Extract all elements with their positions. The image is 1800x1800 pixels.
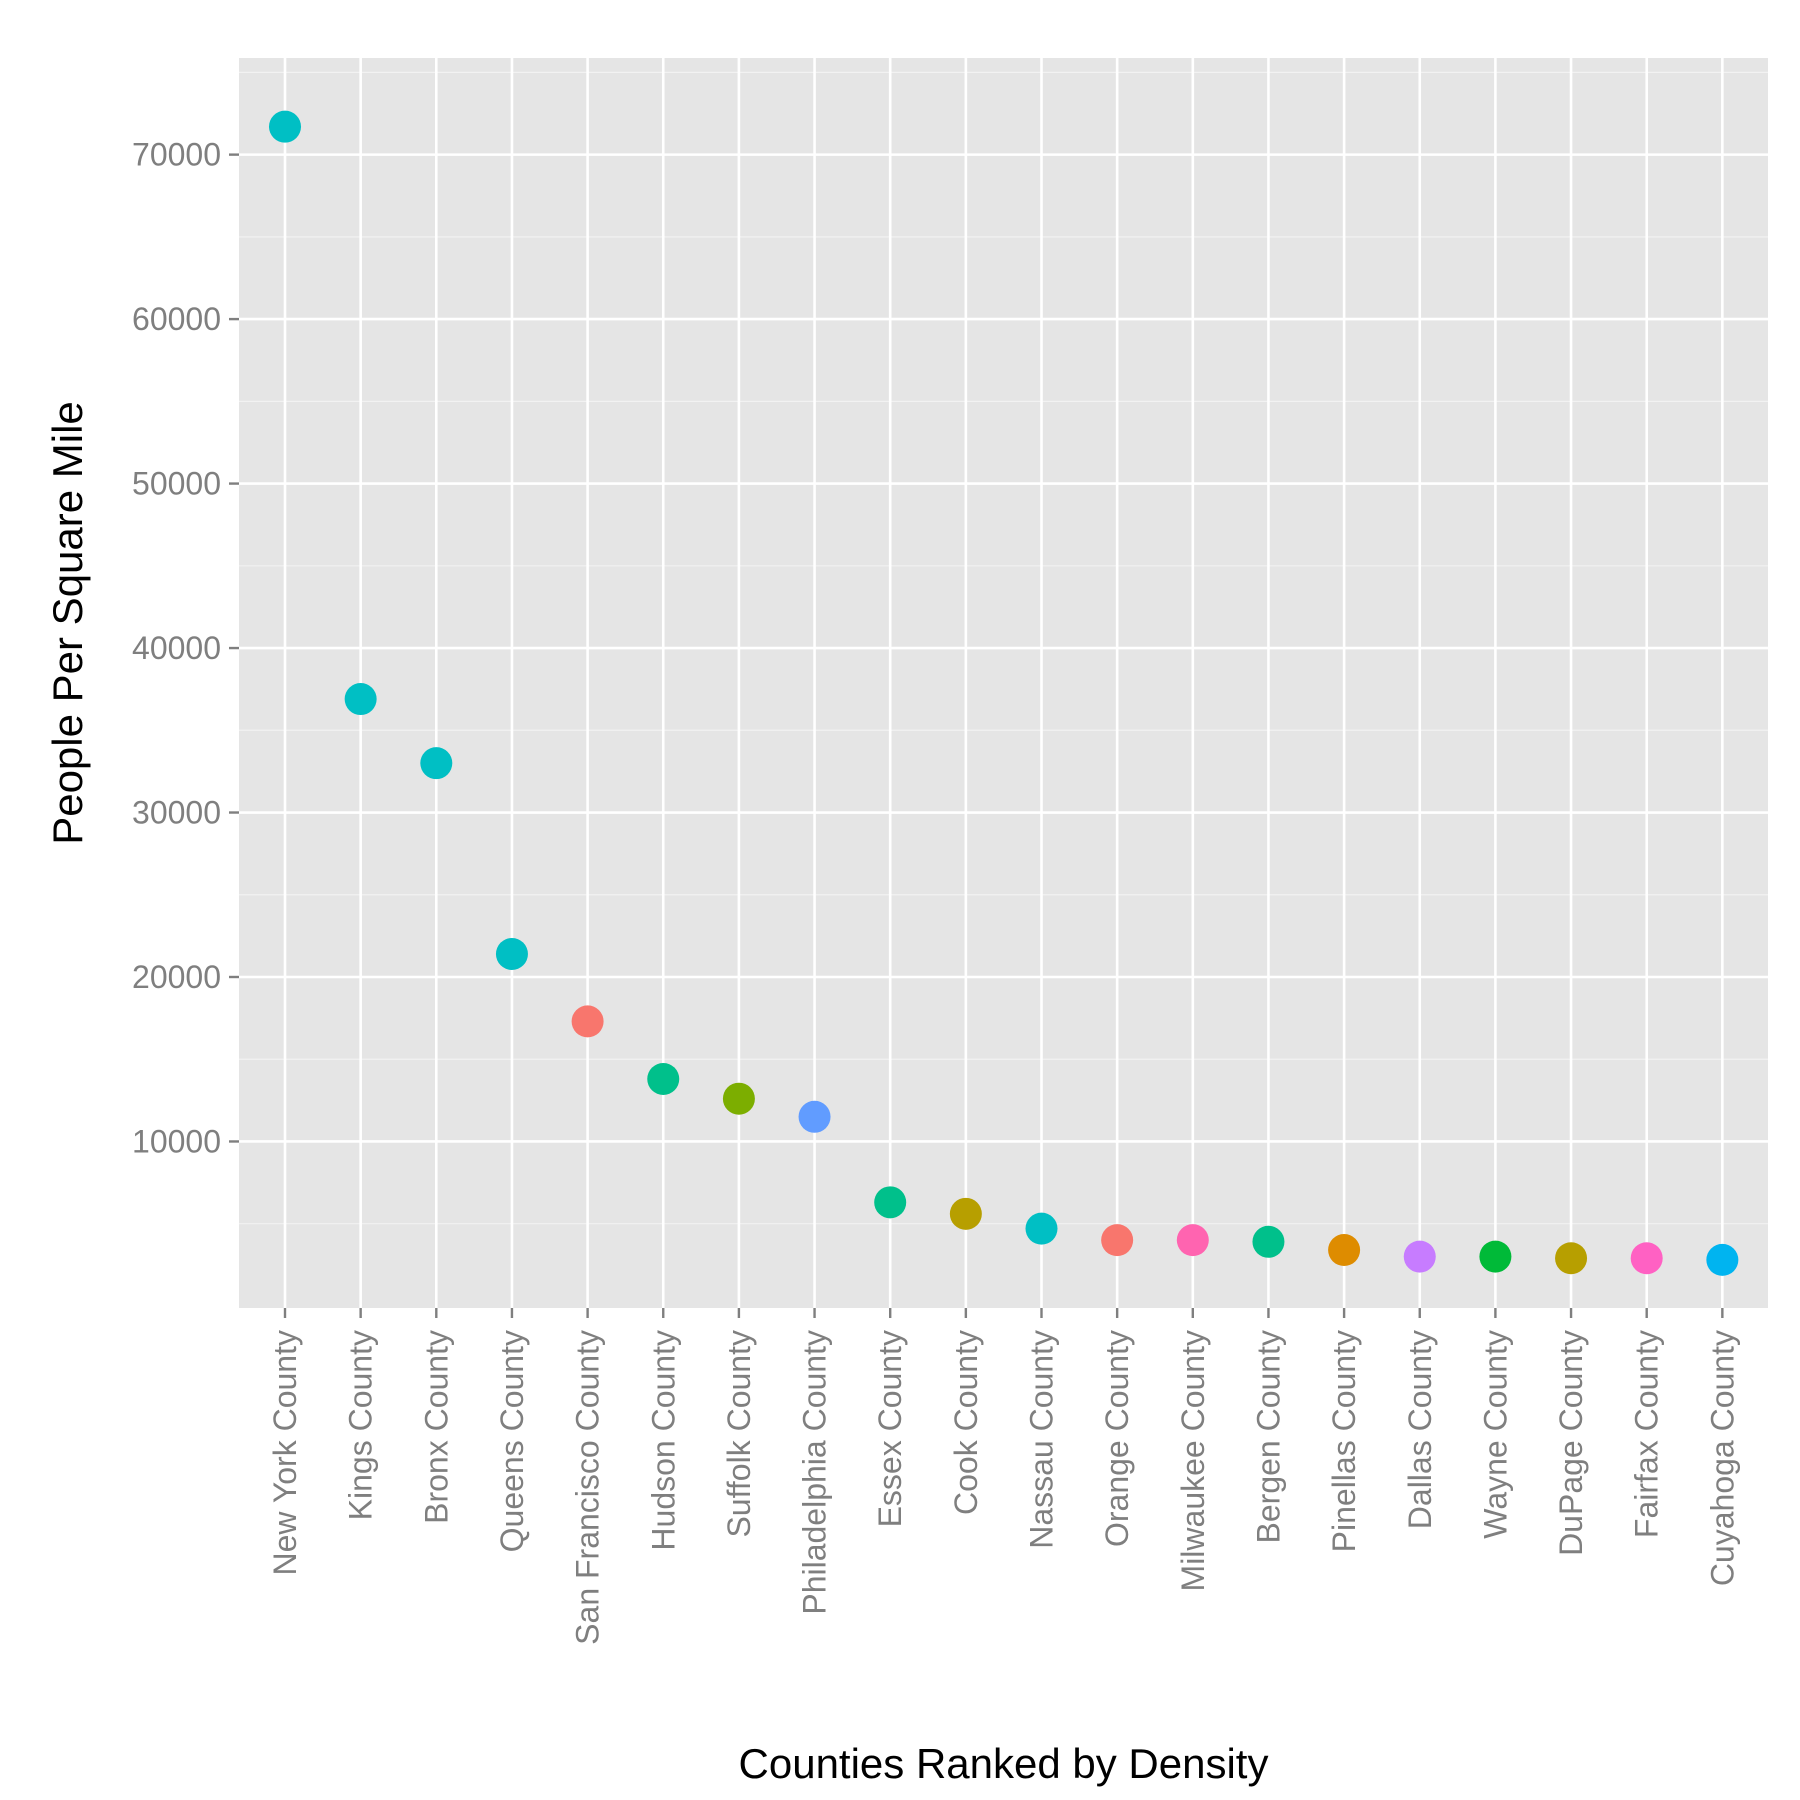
- x-tick-label: Nassau County: [1024, 1330, 1060, 1549]
- x-tick-label: DuPage County: [1553, 1330, 1589, 1556]
- x-tick-label: Kings County: [343, 1330, 379, 1520]
- x-tick-label: Queens County: [494, 1330, 530, 1552]
- x-axis-title: Counties Ranked by Density: [739, 1740, 1269, 1787]
- data-point: [420, 747, 453, 780]
- x-tick-label: Dallas County: [1402, 1330, 1438, 1529]
- data-point: [949, 1197, 982, 1230]
- x-tick-label: Wayne County: [1477, 1330, 1513, 1539]
- data-points: [269, 110, 1739, 1276]
- x-tick-label: Bergen County: [1250, 1330, 1286, 1543]
- x-tick-label: Hudson County: [645, 1330, 681, 1551]
- data-point: [1479, 1240, 1512, 1273]
- x-tick-label: Pinellas County: [1326, 1330, 1362, 1552]
- data-point: [874, 1186, 907, 1219]
- x-tick-label: Milwaukee County: [1175, 1330, 1211, 1591]
- x-tick-label: San Francisco County: [570, 1330, 606, 1645]
- data-point: [647, 1062, 680, 1095]
- x-tick-label: Suffolk County: [721, 1330, 757, 1538]
- y-tick-label: 20000: [132, 959, 221, 995]
- data-point: [1555, 1242, 1588, 1275]
- data-point: [1025, 1212, 1058, 1245]
- data-point: [1176, 1224, 1209, 1257]
- data-point: [269, 110, 301, 143]
- x-tick-label: Cuyahoga County: [1704, 1330, 1740, 1586]
- data-point: [722, 1082, 755, 1115]
- y-tick-label: 50000: [132, 466, 221, 502]
- data-point: [1252, 1225, 1285, 1258]
- x-tick-label: New York County: [267, 1330, 303, 1575]
- data-point: [344, 683, 377, 716]
- y-axis: 10000 20000 30000 40000 50000 60000 70000: [132, 137, 239, 1159]
- data-point: [1403, 1240, 1436, 1273]
- data-point: [798, 1100, 831, 1133]
- data-point: [1706, 1243, 1739, 1276]
- y-tick-label: 10000: [132, 1123, 221, 1159]
- data-point: [1101, 1224, 1134, 1257]
- x-tick-label: Orange County: [1099, 1330, 1135, 1547]
- data-point: [571, 1005, 604, 1038]
- x-tick-label: Fairfax County: [1629, 1330, 1665, 1538]
- y-tick-label: 70000: [132, 137, 221, 173]
- y-tick-label: 30000: [132, 795, 221, 831]
- y-tick-label: 60000: [132, 301, 221, 337]
- x-tick-label: Philadelphia County: [797, 1330, 833, 1615]
- x-tick-label: Bronx County: [418, 1330, 454, 1524]
- x-axis: New York County Kings County Bronx County Q…: [267, 1308, 1740, 1645]
- plot-panel: [239, 58, 1768, 1308]
- data-point: [1328, 1234, 1361, 1267]
- y-axis-title: People Per Square Mile: [44, 401, 91, 845]
- gridlines: [239, 58, 1768, 1308]
- data-point: [495, 937, 528, 970]
- data-point: [1630, 1242, 1663, 1275]
- x-tick-label: Essex County: [872, 1330, 908, 1527]
- x-tick-label: Cook County: [948, 1330, 984, 1515]
- y-tick-label: 40000: [132, 630, 221, 666]
